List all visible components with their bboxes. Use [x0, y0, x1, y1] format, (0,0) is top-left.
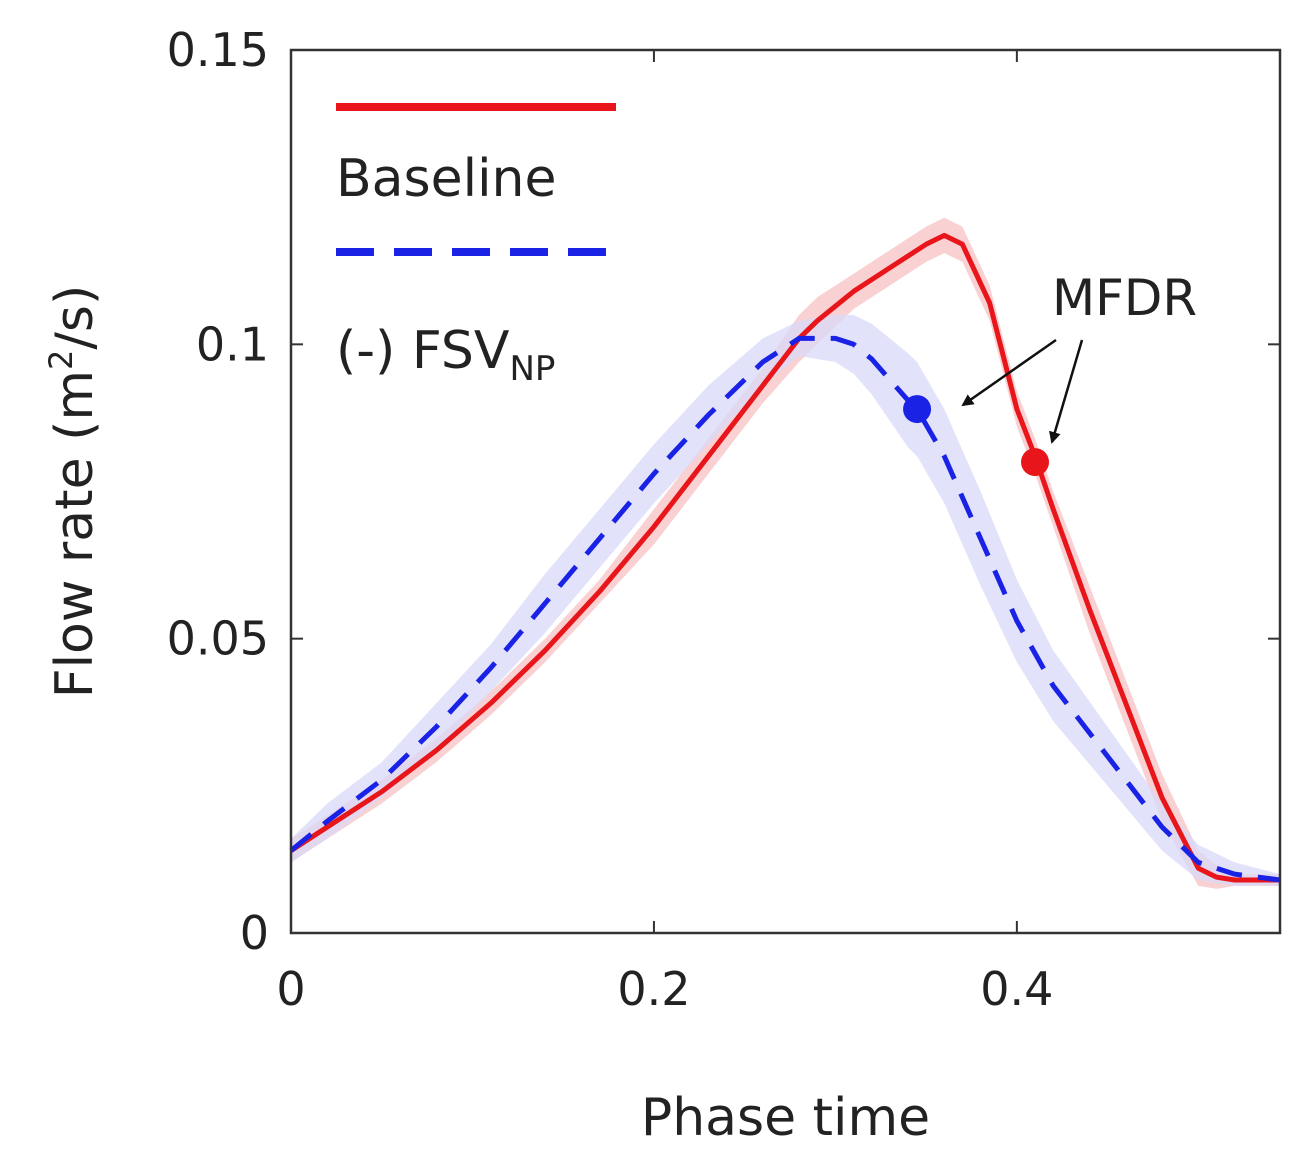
band-fsv-np: [291, 314, 1280, 886]
y-axis-label: Flow rate (m2/s): [42, 285, 105, 699]
mfdr-annotation: MFDR: [961, 269, 1197, 444]
legend-label-fsv-np: (-) FSVNP: [336, 321, 555, 389]
y-tick-label: 0.15: [167, 23, 269, 77]
mfdr-arrow-baseline: [1049, 339, 1084, 444]
legend-label-baseline: Baseline: [336, 149, 556, 209]
series-line-baseline: [289, 232, 1280, 883]
x-tick-label: 0: [276, 962, 305, 1016]
mfdr-label: MFDR: [1052, 269, 1197, 327]
y-tick-label: 0: [240, 906, 269, 960]
plot-area-frame: [289, 48, 1282, 935]
series-lines: [289, 232, 1281, 883]
x-tick-label: 0.4: [980, 962, 1053, 1016]
mfdr-marker-baseline: [1021, 448, 1050, 477]
axis-ticks: 0 0.2 0.4 0 0.05 0.1 0.15: [167, 23, 1280, 1016]
x-axis-label: Phase time: [641, 1088, 930, 1148]
x-tick-label: 0.2: [617, 962, 690, 1016]
mfdr-markers: [903, 395, 1050, 477]
mfdr-marker-fsv-np: [903, 395, 932, 424]
mfdr-arrow-fsv: [961, 338, 1057, 407]
legend: Baseline (-) FSVNP: [336, 103, 616, 389]
y-tick-label: 0.05: [167, 612, 269, 666]
y-tick-label: 0.1: [196, 317, 269, 371]
